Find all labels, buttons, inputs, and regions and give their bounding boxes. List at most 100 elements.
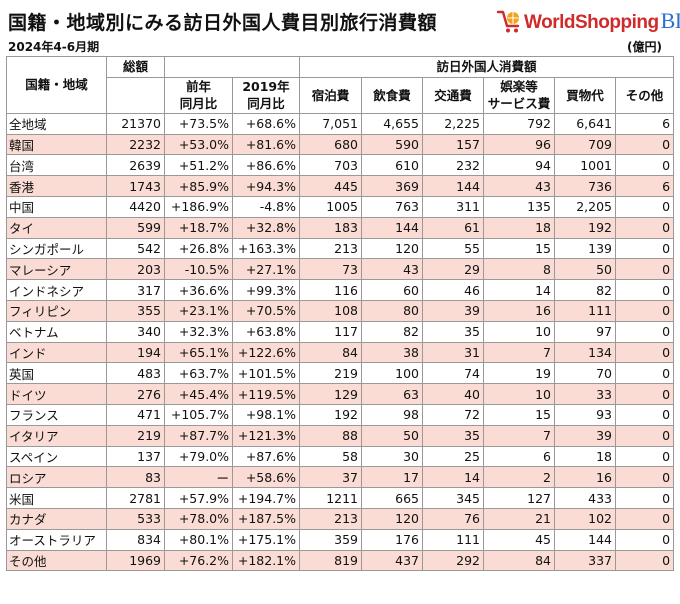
table-row: オーストラリア 834 +80.1% +175.1% 359 176 111 45 144 0 xyxy=(6,528,675,551)
cell-transport: 61 xyxy=(422,216,484,239)
cell-transport: 111 xyxy=(422,528,484,551)
cell-total: 483 xyxy=(106,362,165,385)
cell-total: 1969 xyxy=(106,549,165,572)
cell-total: 834 xyxy=(106,528,165,551)
cell-yoy: +78.0% xyxy=(164,507,233,530)
cell-food: 437 xyxy=(361,549,423,572)
cell-shopping: 97 xyxy=(554,320,616,343)
cell-lodging: 37 xyxy=(299,466,362,489)
cell-shopping: 709 xyxy=(554,133,616,156)
cell-vs2019: -4.8% xyxy=(232,195,300,218)
cell-total: 471 xyxy=(106,403,165,426)
cell-food: 17 xyxy=(361,466,423,489)
cell-name: 台湾 xyxy=(6,154,107,177)
cell-name: スペイン xyxy=(6,445,107,468)
cell-lodging: 213 xyxy=(299,237,362,260)
cell-food: 63 xyxy=(361,383,423,405)
cell-shopping: 736 xyxy=(554,175,616,197)
cell-name: 中国 xyxy=(6,195,107,218)
cell-vs2019: +86.6% xyxy=(232,154,300,177)
cell-vs2019: +63.8% xyxy=(232,320,300,343)
logo-main-text: WorldShopping xyxy=(524,12,659,33)
cell-vs2019: +32.8% xyxy=(232,216,300,239)
header-transport: 交通費 xyxy=(422,76,484,114)
cell-entertainment: 15 xyxy=(483,237,555,260)
cell-other: 0 xyxy=(614,320,675,343)
cell-food: 610 xyxy=(361,154,423,177)
cell-entertainment: 18 xyxy=(483,216,555,239)
cell-vs2019: +121.3% xyxy=(232,424,300,447)
table-row: ベトナム 340 +32.3% +63.8% 117 82 35 10 97 0 xyxy=(6,320,675,343)
cell-food: 38 xyxy=(361,341,423,364)
cell-transport: 157 xyxy=(422,133,484,156)
cell-vs2019: +27.1% xyxy=(232,258,300,281)
cell-vs2019: +68.6% xyxy=(232,112,300,135)
page-title: 国籍・地域別にみる訪日外国人費目別旅行消費額 xyxy=(8,12,438,34)
cell-entertainment: 7 xyxy=(483,341,555,364)
cell-name: イタリア xyxy=(6,424,107,447)
cell-other: 0 xyxy=(614,528,675,551)
cell-other: 0 xyxy=(614,195,675,218)
cell-entertainment: 6 xyxy=(483,445,555,468)
cell-other: 6 xyxy=(614,175,675,197)
cell-food: 43 xyxy=(361,258,423,281)
cell-yoy: +73.5% xyxy=(164,112,233,135)
cell-entertainment: 16 xyxy=(483,299,555,322)
worldshopping-biz-logo: WorldShoppingBIZ xyxy=(496,6,680,36)
cell-transport: 29 xyxy=(422,258,484,281)
cart-globe-icon xyxy=(496,7,524,35)
cell-yoy: +80.1% xyxy=(164,528,233,551)
table-row: インドネシア 317 +36.6% +99.3% 116 60 46 14 82 0 xyxy=(6,279,675,301)
cell-vs2019: +101.5% xyxy=(232,362,300,385)
cell-food: 144 xyxy=(361,216,423,239)
cell-shopping: 16 xyxy=(554,466,616,489)
cell-other: 0 xyxy=(614,549,675,572)
cell-total: 194 xyxy=(106,341,165,364)
cell-entertainment: 10 xyxy=(483,320,555,343)
cell-shopping: 192 xyxy=(554,216,616,239)
cell-other: 0 xyxy=(614,362,675,385)
cell-yoy: +26.8% xyxy=(164,237,233,260)
cell-yoy: +51.2% xyxy=(164,154,233,177)
table-row: フランス 471 +105.7% +98.1% 192 98 72 15 93 0 xyxy=(6,403,675,426)
cell-yoy: +105.7% xyxy=(164,403,233,426)
cell-total: 599 xyxy=(106,216,165,239)
cell-transport: 232 xyxy=(422,154,484,177)
cell-other: 6 xyxy=(614,112,675,135)
cell-total: 340 xyxy=(106,320,165,343)
table-row: イタリア 219 +87.7% +121.3% 88 50 35 7 39 0 xyxy=(6,424,675,447)
cell-shopping: 33 xyxy=(554,383,616,405)
table-row: ロシア 83 ー +58.6% 37 17 14 2 16 0 xyxy=(6,466,675,489)
cell-other: 0 xyxy=(614,279,675,301)
cell-transport: 25 xyxy=(422,445,484,468)
cell-transport: 46 xyxy=(422,279,484,301)
cell-vs2019: +122.6% xyxy=(232,341,300,364)
cell-lodging: 1211 xyxy=(299,487,362,509)
cell-food: 80 xyxy=(361,299,423,322)
cell-transport: 55 xyxy=(422,237,484,260)
cell-transport: 345 xyxy=(422,487,484,509)
cell-name: インドネシア xyxy=(6,279,107,301)
header-yoy: 前年 同月比 xyxy=(164,76,233,114)
cell-yoy: +32.3% xyxy=(164,320,233,343)
cell-yoy: +65.1% xyxy=(164,341,233,364)
cell-shopping: 2,205 xyxy=(554,195,616,218)
cell-transport: 40 xyxy=(422,383,484,405)
cell-shopping: 139 xyxy=(554,237,616,260)
cell-other: 0 xyxy=(614,341,675,364)
cell-other: 0 xyxy=(614,403,675,426)
cell-transport: 31 xyxy=(422,341,484,364)
cell-lodging: 445 xyxy=(299,175,362,197)
cell-yoy: +87.7% xyxy=(164,424,233,447)
cell-lodging: 819 xyxy=(299,549,362,572)
cell-shopping: 39 xyxy=(554,424,616,447)
cell-name: マレーシア xyxy=(6,258,107,281)
header-region: 国籍・地域 xyxy=(6,56,107,114)
header-spending-group: 訪日外国人消費額 xyxy=(298,56,675,78)
cell-entertainment: 8 xyxy=(483,258,555,281)
cell-total: 542 xyxy=(106,237,165,260)
table-row: マレーシア 203 -10.5% +27.1% 73 43 29 8 50 0 xyxy=(6,258,675,281)
cell-vs2019: +194.7% xyxy=(232,487,300,509)
cell-total: 2781 xyxy=(106,487,165,509)
header-food: 飲食費 xyxy=(361,76,423,114)
